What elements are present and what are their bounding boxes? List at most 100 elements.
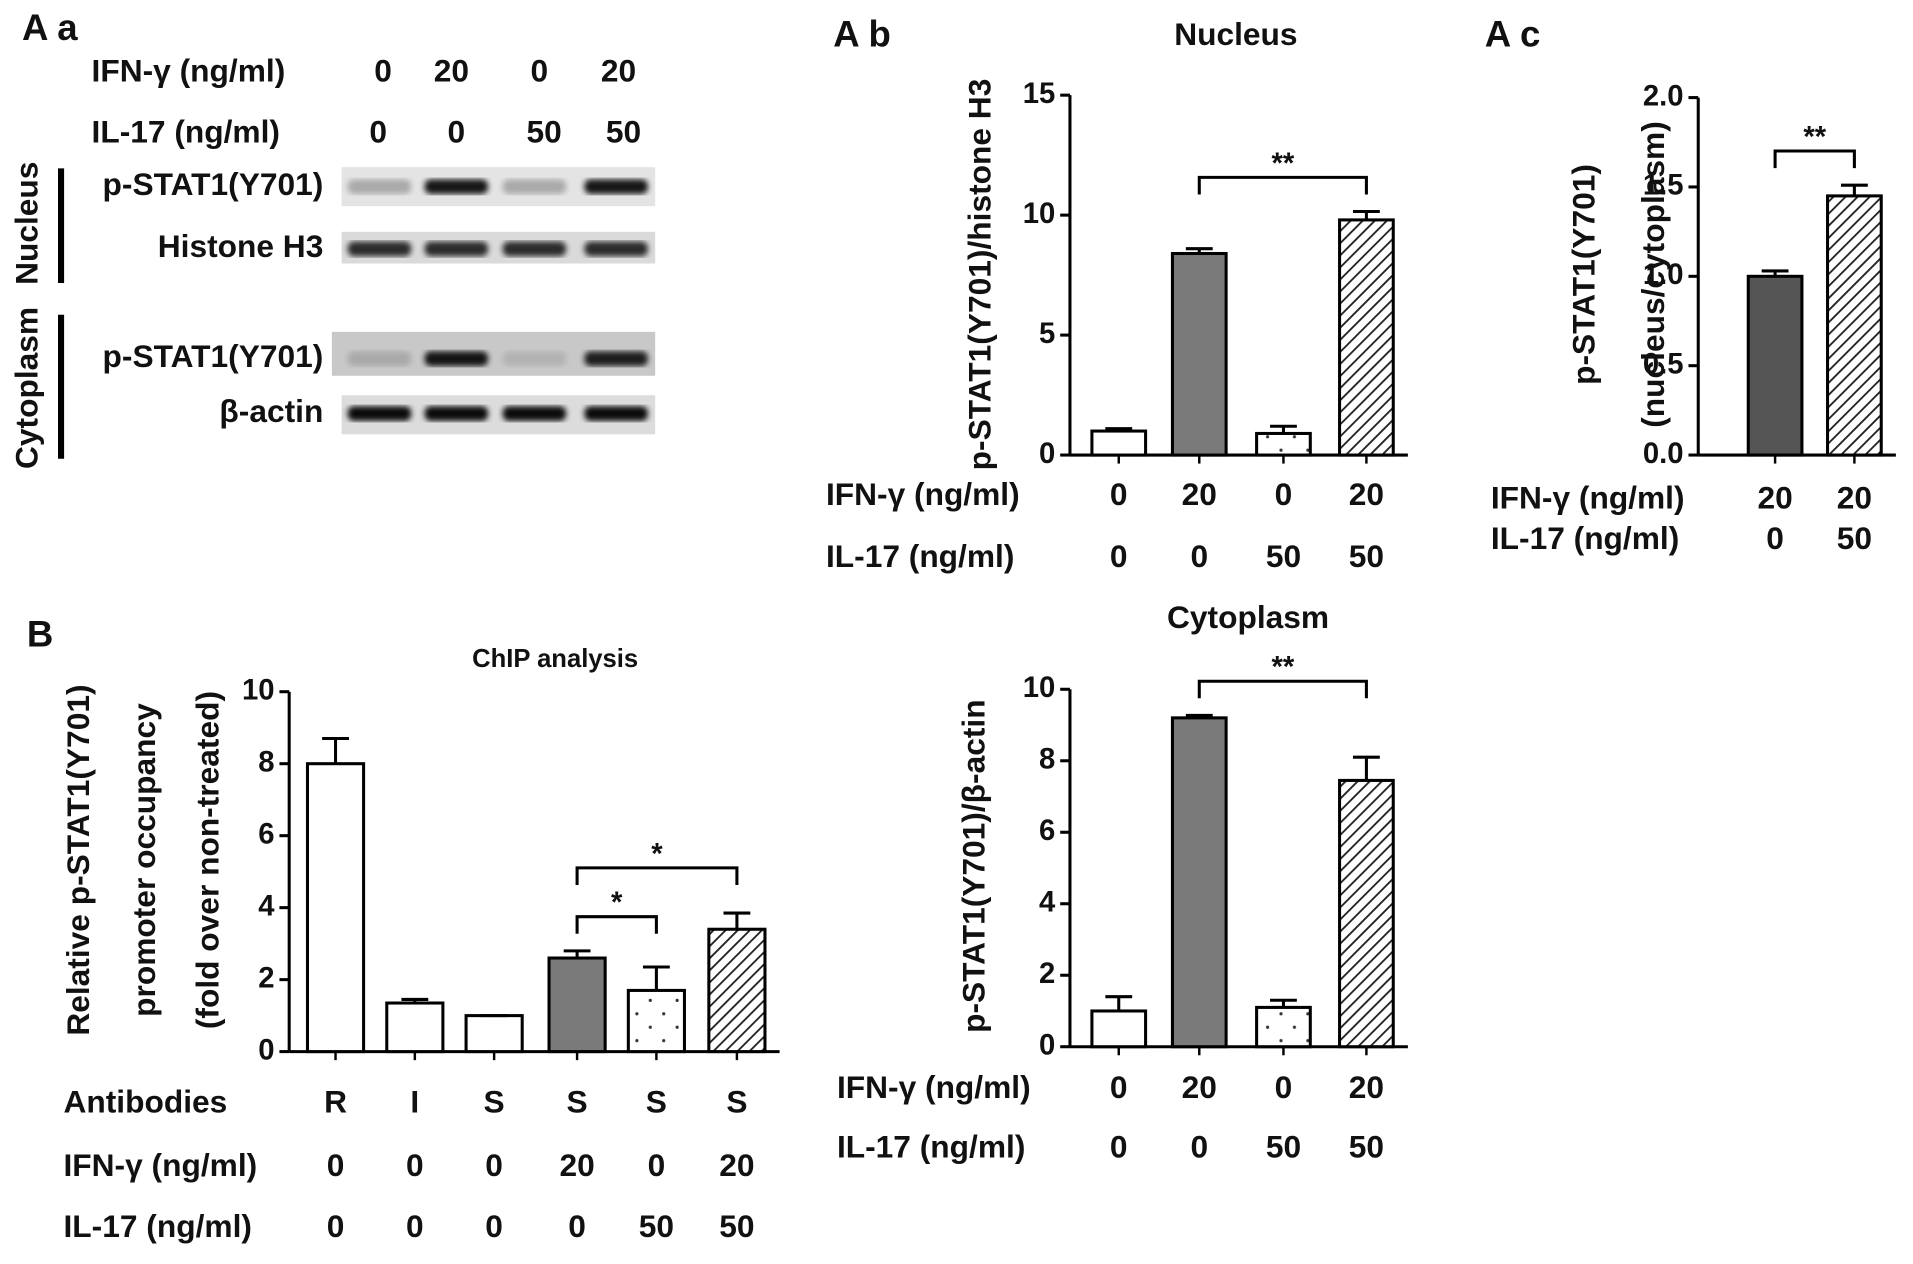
panel-label: A c [1485, 13, 1541, 54]
row-value: I [410, 1083, 419, 1119]
chart-title: ChIP analysis [472, 645, 638, 673]
error-bar [1840, 183, 1868, 196]
condition-value: 50 [606, 114, 641, 150]
error-bar [1761, 269, 1789, 277]
y-tick-label: 10 [242, 674, 275, 706]
band [584, 179, 648, 194]
bar [1255, 1005, 1312, 1049]
y-tick-label: 0 [1039, 438, 1055, 470]
y-axis-label: p-STAT1(Y701)/β-actin [955, 699, 991, 1033]
y-tick-label: 0 [1039, 1029, 1055, 1061]
row-value: 0 [568, 1208, 586, 1244]
row-value: 0 [1110, 476, 1128, 512]
row-value: 0 [1190, 1129, 1208, 1165]
chart-title: Cytoplasm [1167, 599, 1329, 635]
band [424, 179, 489, 194]
y-axis-label: (nucleus/cytoplasm) [1635, 121, 1671, 428]
row-value: 50 [1349, 538, 1384, 574]
y-axis-label: p-STAT1(Y701)/histone H3 [961, 79, 997, 471]
row-value: 20 [1349, 476, 1384, 512]
row-value: 50 [719, 1208, 754, 1244]
bar [1170, 716, 1228, 1049]
panel-label: A a [22, 7, 78, 48]
error-bar [1105, 427, 1133, 432]
row-value: 20 [1182, 1069, 1217, 1105]
row-value: 0 [406, 1147, 424, 1183]
row-value: 0 [1275, 1069, 1293, 1105]
row-value: 0 [1275, 476, 1293, 512]
y-tick-label: 1.5 [1643, 170, 1684, 202]
significance-label: ** [1803, 122, 1826, 154]
row-value: 0 [327, 1147, 345, 1183]
band [347, 406, 412, 421]
bar [1826, 194, 1883, 457]
row-value: 20 [559, 1147, 594, 1183]
section-label: Nucleus [9, 162, 45, 285]
bar [1090, 429, 1148, 457]
y-tick-label: 8 [1039, 744, 1055, 776]
y-tick-label: 6 [1039, 815, 1055, 847]
error-bar [1105, 995, 1133, 1011]
row-value: R [324, 1083, 347, 1119]
band [424, 351, 489, 366]
bar [1090, 1009, 1148, 1049]
y-tick-label: 1.0 [1643, 259, 1684, 291]
condition-value: 20 [434, 53, 469, 89]
significance-bracket [1773, 149, 1856, 169]
row-value: 20 [1182, 476, 1217, 512]
condition-label: IFN-γ (ng/ml) [92, 53, 286, 89]
chart-title: Nucleus [1174, 16, 1297, 52]
row-label: IFN-γ (ng/ml) [63, 1147, 257, 1183]
error-bar [1270, 424, 1297, 434]
y-tick-label: 6 [258, 818, 274, 850]
row-value: S [726, 1083, 747, 1119]
significance-label: ** [1271, 148, 1294, 180]
y-tick-label: 2.0 [1643, 80, 1684, 112]
band [424, 406, 489, 421]
row-value: S [567, 1083, 588, 1119]
error-bar [1352, 755, 1380, 781]
y-tick-label: 10 [1023, 672, 1056, 704]
row-value: 50 [1266, 1129, 1301, 1165]
row-label: IL-17 (ng/ml) [63, 1208, 251, 1244]
bar [1255, 431, 1312, 457]
row-value: 0 [485, 1208, 503, 1244]
bar [305, 762, 366, 1054]
band [584, 241, 648, 257]
row-value: 20 [1349, 1069, 1384, 1105]
y-tick-label: 8 [258, 746, 274, 778]
row-value: 0 [1110, 538, 1128, 574]
y-tick-label: 0.5 [1643, 348, 1684, 380]
row-value: 20 [1757, 480, 1792, 516]
bar [547, 956, 607, 1054]
band [584, 351, 648, 366]
row-label: IFN-γ (ng/ml) [837, 1069, 1031, 1105]
y-axis-label: p-STAT1(Y701) [1565, 164, 1601, 385]
row-value: 50 [1837, 520, 1872, 556]
row-label: IL-17 (ng/ml) [1491, 520, 1679, 556]
condition-value: 0 [374, 53, 392, 89]
band [502, 406, 567, 421]
row-label: IFN-γ (ng/ml) [1491, 480, 1685, 516]
error-bar [563, 949, 591, 959]
significance-bracket [575, 866, 739, 885]
panel-label: B [27, 613, 53, 654]
band [502, 179, 567, 194]
section-label: Cytoplasm [9, 307, 45, 469]
condition-value: 20 [601, 53, 636, 89]
row-value: 0 [1766, 520, 1784, 556]
bar [464, 1014, 524, 1054]
row-value: 0 [327, 1208, 345, 1244]
row-label: Antibodies [63, 1083, 227, 1119]
bar [1338, 218, 1395, 457]
significance-bracket [575, 915, 658, 934]
significance-bracket [1197, 679, 1368, 699]
bar [1746, 274, 1804, 457]
row-value: 50 [639, 1208, 674, 1244]
band-label: β-actin [219, 393, 323, 429]
row-value: S [484, 1083, 505, 1119]
significance-bracket [1197, 175, 1368, 195]
y-tick-label: 2 [258, 962, 274, 994]
y-tick-label: 0.0 [1643, 438, 1684, 470]
